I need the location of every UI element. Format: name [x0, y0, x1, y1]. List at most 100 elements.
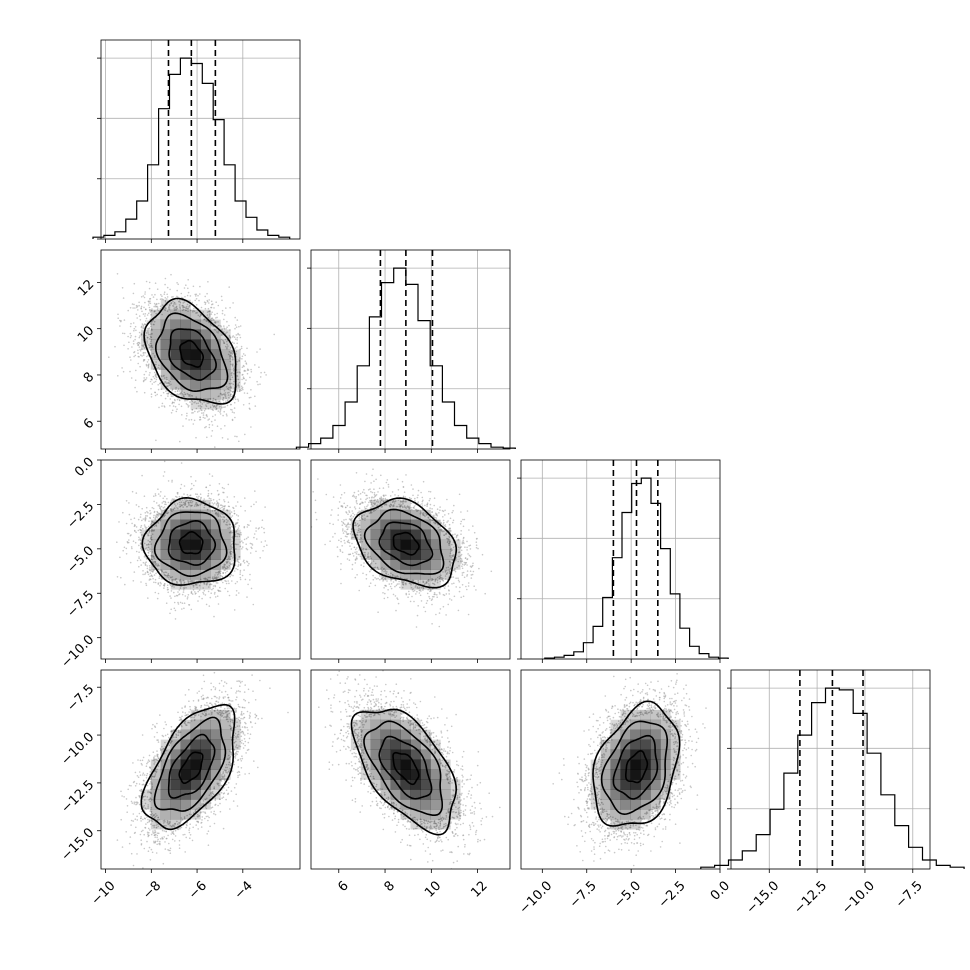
sample-point — [167, 480, 170, 482]
sample-point — [172, 824, 174, 826]
sample-point — [182, 711, 184, 713]
sample-point — [157, 741, 160, 743]
sample-point — [415, 626, 418, 628]
density-cell — [160, 379, 171, 390]
sample-point — [190, 505, 192, 507]
sample-point — [164, 734, 167, 737]
sample-point — [193, 505, 196, 507]
density-cell — [200, 569, 211, 580]
sample-point — [231, 358, 234, 361]
sample-point — [241, 386, 244, 389]
sample-point — [132, 820, 134, 822]
sample-point — [164, 381, 166, 383]
sample-point — [340, 540, 342, 543]
density-cell — [410, 519, 421, 530]
sample-point — [139, 796, 141, 799]
sample-point — [200, 826, 203, 828]
sample-point — [324, 543, 326, 546]
sample-point — [212, 400, 214, 402]
sample-point — [241, 546, 244, 548]
sample-point — [189, 501, 192, 504]
sample-point — [203, 589, 206, 592]
sample-point — [191, 487, 193, 490]
sample-point — [428, 499, 431, 502]
sample-point — [262, 633, 264, 635]
sample-point — [132, 307, 134, 309]
sample-point — [195, 436, 197, 439]
sample-point — [246, 347, 248, 350]
density-cell — [410, 569, 421, 580]
sample-point — [151, 379, 153, 381]
sample-point — [153, 557, 155, 559]
sample-point — [198, 410, 200, 412]
sample-point — [340, 568, 342, 571]
sample-point — [401, 500, 404, 503]
sample-point — [358, 589, 361, 592]
sample-point — [153, 841, 155, 844]
sample-point — [384, 499, 387, 501]
sample-point — [137, 349, 139, 352]
sample-point — [144, 817, 146, 820]
sample-point — [264, 506, 266, 508]
sample-point — [226, 326, 228, 329]
sample-point — [127, 788, 129, 791]
sample-point — [171, 498, 174, 500]
sample-point — [244, 721, 246, 724]
sample-point — [374, 502, 376, 504]
sample-point — [126, 805, 129, 807]
sample-point — [180, 581, 183, 583]
sample-point — [148, 520, 150, 522]
sample-point — [192, 412, 194, 414]
sample-point — [187, 291, 190, 294]
sample-point — [184, 393, 187, 396]
sample-point — [223, 519, 226, 522]
sample-point — [258, 366, 260, 369]
density-cell — [170, 519, 181, 530]
sample-point — [447, 585, 450, 587]
sample-point — [365, 473, 368, 475]
sample-point — [361, 749, 363, 752]
sample-point — [433, 583, 436, 586]
sample-point — [161, 405, 163, 407]
density-cell — [210, 749, 221, 760]
sample-point — [223, 516, 226, 519]
sample-point — [161, 295, 163, 298]
sample-point — [382, 804, 384, 807]
sample-point — [149, 335, 152, 338]
sample-point — [143, 524, 146, 526]
sample-point — [223, 410, 225, 413]
sample-point — [266, 665, 268, 667]
sample-point — [243, 383, 246, 385]
sample-point — [142, 756, 145, 759]
sample-point — [251, 726, 253, 728]
sample-point — [229, 720, 232, 723]
contour-level-1 — [168, 328, 217, 381]
sample-point — [142, 327, 145, 330]
sample-point — [140, 762, 143, 765]
sample-point — [382, 579, 385, 581]
sample-point — [375, 797, 378, 799]
sample-point — [402, 499, 405, 501]
sample-point — [201, 816, 204, 818]
sample-point — [354, 562, 357, 564]
sample-point — [228, 324, 230, 327]
sample-point — [179, 579, 182, 581]
sample-point — [138, 812, 141, 815]
sample-point — [128, 341, 130, 344]
sample-point — [244, 497, 246, 499]
sample-point — [126, 540, 129, 543]
sample-point — [395, 505, 398, 508]
sample-point — [174, 579, 176, 581]
sample-point — [361, 540, 364, 543]
density-cell — [170, 539, 181, 550]
sample-point — [186, 399, 188, 402]
sample-point — [227, 353, 230, 356]
sample-point — [230, 545, 232, 547]
sample-point — [158, 818, 160, 821]
sample-point — [184, 712, 187, 714]
sample-point — [138, 557, 140, 560]
sample-point — [153, 826, 155, 828]
sample-point — [215, 578, 218, 580]
sample-point — [372, 578, 375, 581]
sample-point — [213, 307, 215, 309]
